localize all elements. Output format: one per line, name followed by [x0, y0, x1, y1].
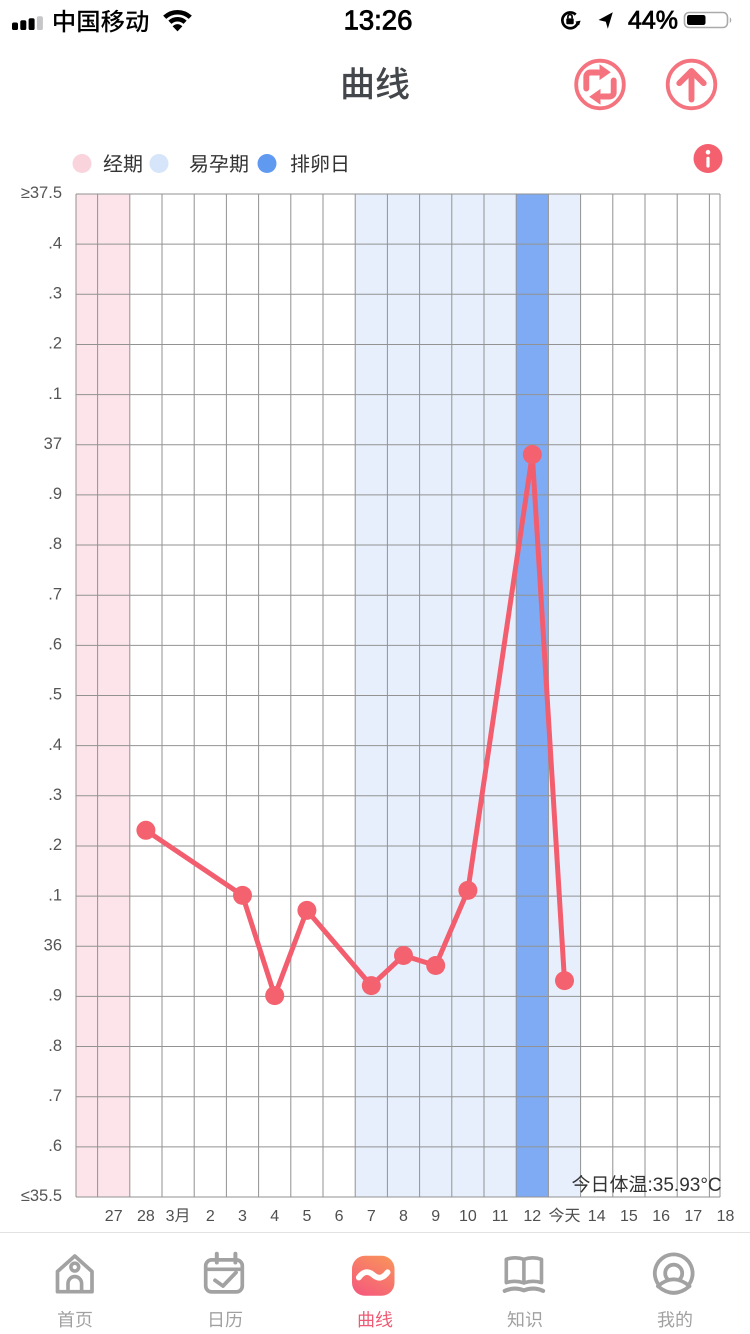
svg-text:14: 14	[588, 1208, 606, 1225]
svg-text:.3: .3	[48, 285, 62, 303]
svg-text:.1: .1	[48, 385, 62, 403]
svg-text:4: 4	[270, 1208, 279, 1225]
svg-text:18: 18	[717, 1208, 735, 1225]
svg-text:.4: .4	[48, 234, 62, 252]
svg-text:7: 7	[367, 1208, 376, 1225]
svg-text:.6: .6	[48, 636, 62, 654]
svg-text:37: 37	[44, 435, 62, 453]
svg-text:.8: .8	[48, 535, 62, 553]
svg-text:.2: .2	[48, 836, 62, 854]
svg-text:3: 3	[166, 1208, 175, 1225]
svg-text:28: 28	[137, 1208, 155, 1225]
svg-text:.4: .4	[48, 736, 62, 754]
svg-text:.7: .7	[48, 1087, 62, 1105]
svg-text:.5: .5	[48, 686, 62, 704]
svg-text:.7: .7	[48, 585, 62, 603]
svg-text:3: 3	[238, 1208, 247, 1225]
svg-text:.6: .6	[48, 1137, 62, 1155]
svg-text:11: 11	[492, 1208, 509, 1225]
svg-text:.2: .2	[48, 335, 62, 353]
svg-text:.8: .8	[48, 1037, 62, 1055]
svg-text:10: 10	[459, 1208, 477, 1225]
svg-text:15: 15	[620, 1208, 638, 1225]
svg-text:.9: .9	[48, 485, 62, 503]
svg-text:.3: .3	[48, 786, 62, 804]
svg-text:27: 27	[105, 1208, 123, 1225]
svg-text:.1: .1	[48, 886, 62, 904]
svg-text:17: 17	[684, 1208, 702, 1225]
svg-text:2: 2	[206, 1208, 215, 1225]
svg-text:8: 8	[399, 1208, 408, 1225]
svg-text:.9: .9	[48, 987, 62, 1005]
svg-text:12: 12	[523, 1208, 541, 1225]
svg-text:44%: 44%	[628, 7, 678, 35]
svg-text:13:26: 13:26	[344, 5, 413, 36]
svg-text::35.93°C: :35.93°C	[648, 1175, 722, 1196]
svg-text:6: 6	[335, 1208, 344, 1225]
svg-text:16: 16	[652, 1208, 670, 1225]
svg-text:9: 9	[431, 1208, 440, 1225]
svg-text:5: 5	[302, 1208, 311, 1225]
svg-text:≥37.5: ≥37.5	[21, 184, 62, 202]
svg-text:≤35.5: ≤35.5	[21, 1187, 62, 1205]
svg-text:36: 36	[44, 937, 62, 955]
